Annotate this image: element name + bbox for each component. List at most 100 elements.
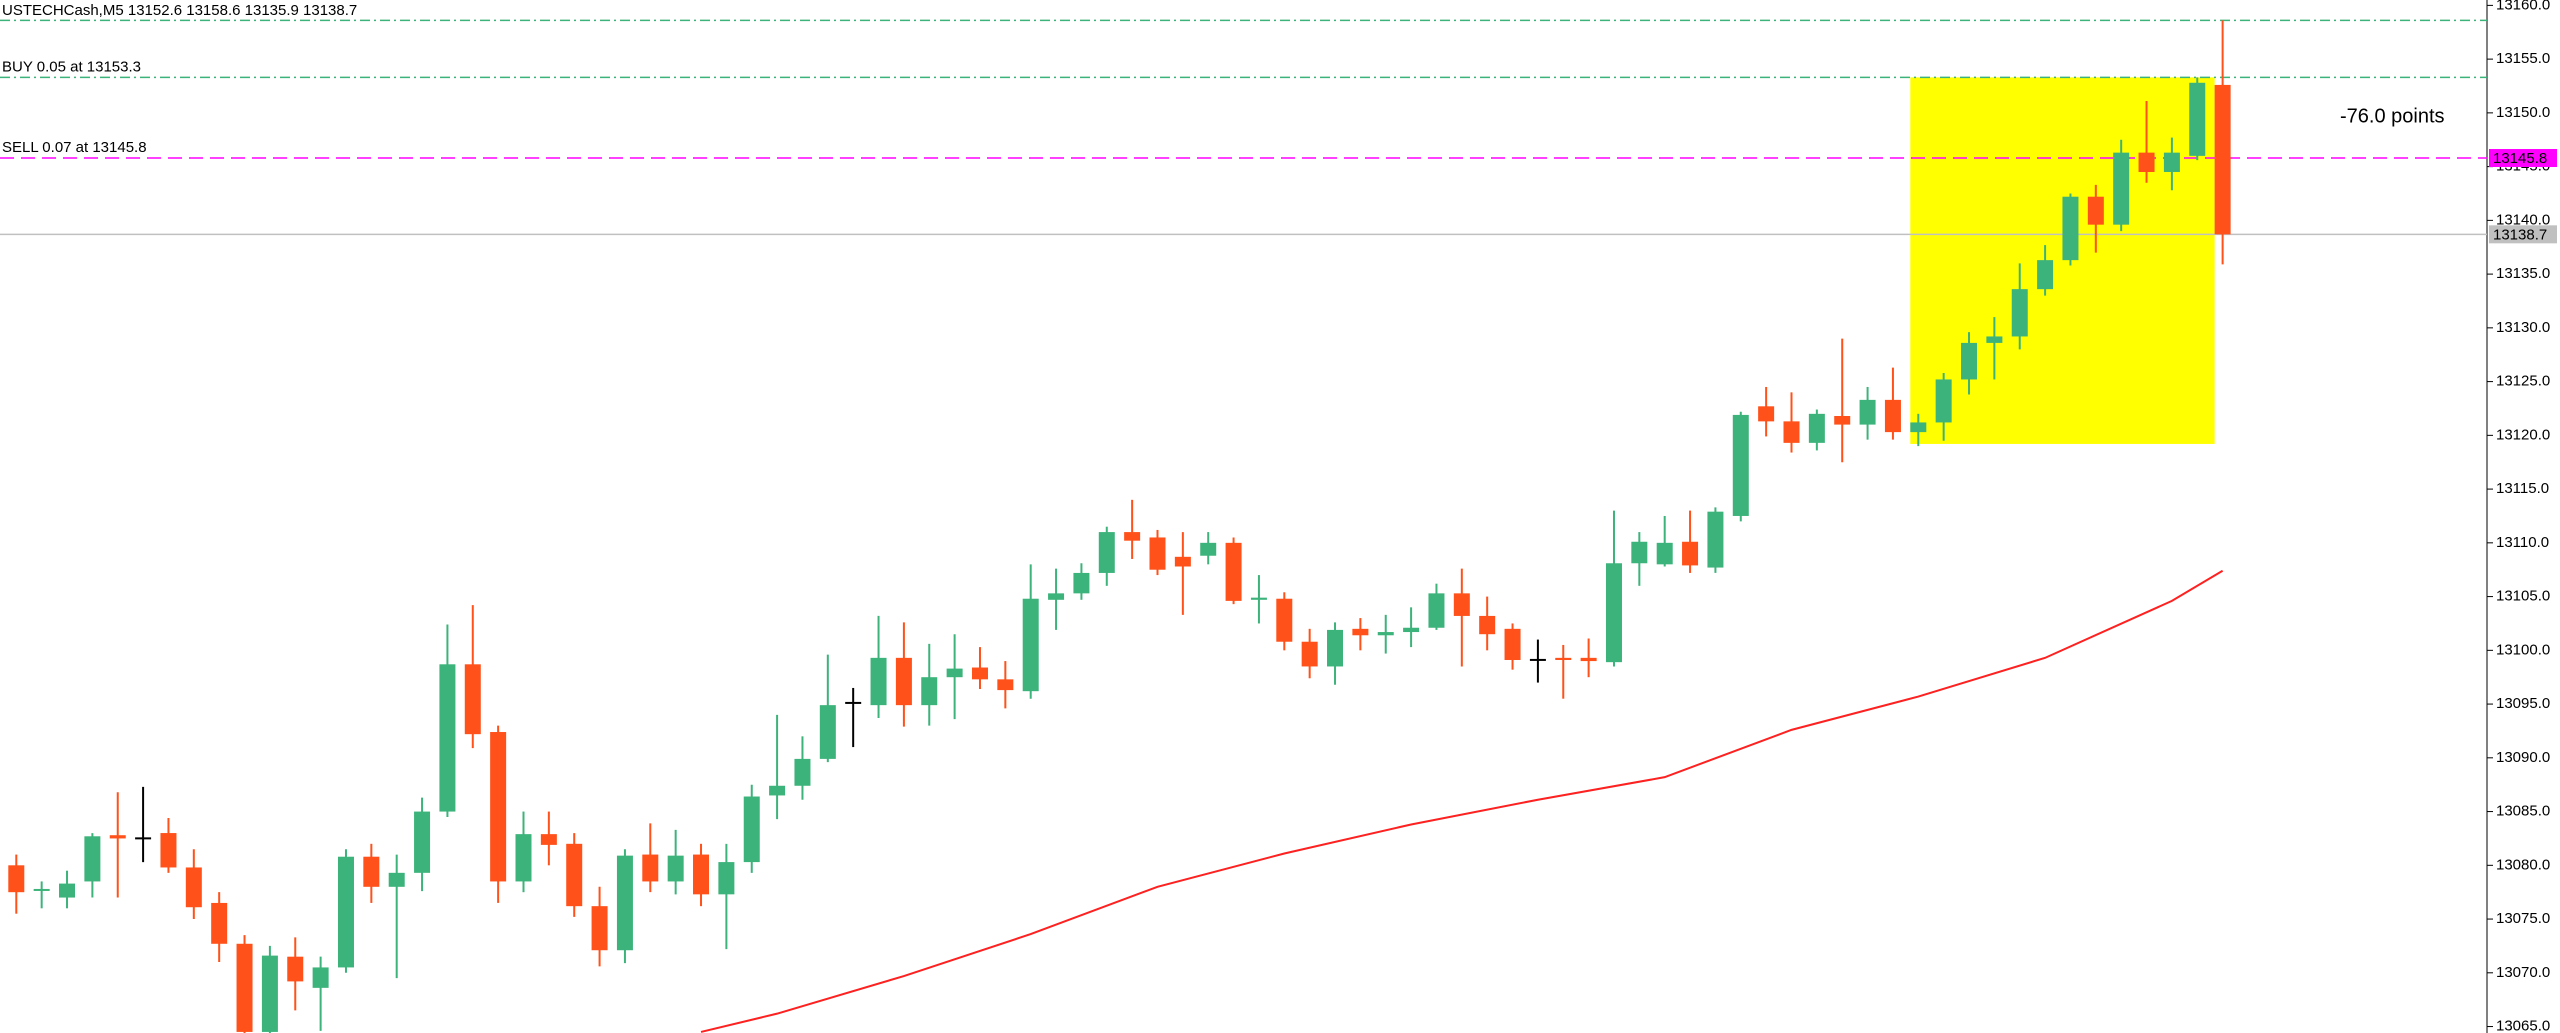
candle-body xyxy=(1250,597,1267,600)
candle-body xyxy=(1986,336,2003,343)
y-tick-label: 13155.0 xyxy=(2496,50,2550,67)
candle-body xyxy=(363,856,380,887)
level-label: BUY 0.05 at 13153.3 xyxy=(2,58,141,75)
candle-body xyxy=(1377,632,1394,636)
candle-body xyxy=(2062,196,2079,261)
moving-average xyxy=(700,569,2224,1033)
y-tick-label: 13105.0 xyxy=(2496,588,2550,605)
candle-body xyxy=(591,906,608,951)
price-tag-label: 13138.7 xyxy=(2493,226,2547,243)
y-tick-label: 13130.0 xyxy=(2496,319,2550,336)
candle-body xyxy=(312,967,329,988)
candle-body xyxy=(1758,406,1775,422)
y-tick-label: 13135.0 xyxy=(2496,265,2550,282)
candle-body xyxy=(1656,542,1673,565)
y-tick-label: 13125.0 xyxy=(2496,373,2550,390)
candle-body xyxy=(718,862,735,895)
y-tick-label: 13140.0 xyxy=(2496,211,2550,228)
candle-body xyxy=(1682,541,1699,566)
candle-body xyxy=(1352,628,1369,636)
y-tick-label: 13080.0 xyxy=(2496,856,2550,873)
candle-body xyxy=(337,856,354,968)
y-tick-label: 13100.0 xyxy=(2496,641,2550,658)
candle-body xyxy=(236,943,253,1032)
candle-body xyxy=(895,657,912,706)
candle-body xyxy=(1225,542,1242,601)
candle-body xyxy=(261,955,278,1032)
candle-body xyxy=(1149,537,1166,570)
candle-body xyxy=(794,758,811,786)
y-tick-label: 13070.0 xyxy=(2496,964,2550,981)
y-tick-label: 13065.0 xyxy=(2496,1018,2550,1033)
candle-body xyxy=(1707,511,1724,568)
candle-body xyxy=(997,679,1014,691)
candle-body xyxy=(1935,379,1952,423)
y-tick-label: 13075.0 xyxy=(2496,910,2550,927)
y-tick-label: 13090.0 xyxy=(2496,749,2550,766)
candle-body xyxy=(2113,152,2130,225)
candle-body xyxy=(769,785,786,796)
candle-body xyxy=(693,854,710,895)
candle-body xyxy=(1555,657,1572,661)
candle-body xyxy=(1428,593,1445,628)
candle-body xyxy=(1403,627,1420,633)
candle-body xyxy=(160,833,177,868)
annotation: -76.0 points xyxy=(2340,106,2445,128)
level-label: SELL 0.07 at 13145.8 xyxy=(2,139,147,156)
candle-body xyxy=(439,664,456,812)
candle-body xyxy=(1808,413,1825,443)
y-tick-label: 13160.0 xyxy=(2496,0,2550,13)
candle-body xyxy=(84,836,101,882)
y-tick-label: 13110.0 xyxy=(2496,534,2549,551)
candle-body xyxy=(921,677,938,706)
candle-body xyxy=(1479,615,1496,635)
candle-body xyxy=(971,667,988,680)
candle-body xyxy=(2163,152,2180,172)
chart-header: USTECHCash,M5 13152.6 13158.6 13135.9 13… xyxy=(2,2,357,19)
candle-body xyxy=(1453,593,1470,616)
candle-body xyxy=(1048,593,1065,600)
candle-body xyxy=(414,811,431,873)
y-tick-label: 13115.0 xyxy=(2496,480,2549,497)
y-tick-label: 13085.0 xyxy=(2496,803,2550,820)
candle-body xyxy=(464,664,481,735)
candle-body xyxy=(1605,563,1622,663)
candle-body xyxy=(1200,542,1217,556)
candle-body xyxy=(1910,422,1927,433)
price-tag xyxy=(2489,225,2557,244)
candle-body xyxy=(540,834,557,845)
candle-body xyxy=(388,872,405,887)
candle-body xyxy=(870,657,887,706)
candle-body xyxy=(2037,260,2054,290)
candle-body xyxy=(1884,399,1901,433)
candle-body xyxy=(616,855,633,951)
candle-body xyxy=(135,837,152,840)
candle-body xyxy=(946,668,963,678)
candle-body xyxy=(667,855,684,882)
candle-body xyxy=(1174,556,1191,567)
candle-body xyxy=(1732,414,1749,516)
candle-body xyxy=(642,854,659,882)
candle-body xyxy=(1859,399,1876,425)
candle-body xyxy=(743,796,760,863)
candle-body xyxy=(287,956,304,982)
price-tag xyxy=(2489,149,2557,168)
candle-body xyxy=(1124,532,1141,541)
candle-body xyxy=(1276,598,1293,642)
candle-body xyxy=(185,867,202,908)
candle-body xyxy=(1783,421,1800,443)
candle-body xyxy=(1098,532,1115,573)
candle-body xyxy=(1504,628,1521,661)
candle-body xyxy=(211,902,228,944)
selection-box xyxy=(1910,77,2215,444)
candle-body xyxy=(1834,415,1851,425)
y-tick-label: 13095.0 xyxy=(2496,695,2550,712)
candle-body xyxy=(8,865,25,893)
candle-body xyxy=(845,701,862,704)
candle-body xyxy=(1073,572,1090,594)
price-tag-label: 13145.8 xyxy=(2493,150,2547,167)
candle-body xyxy=(1631,541,1648,564)
candle-body xyxy=(2011,289,2028,337)
